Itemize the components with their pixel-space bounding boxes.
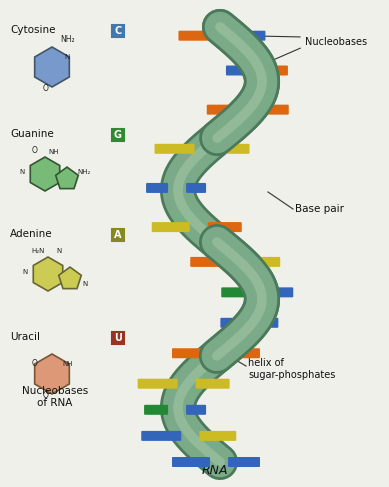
FancyBboxPatch shape: [238, 31, 265, 41]
FancyBboxPatch shape: [152, 222, 190, 232]
FancyBboxPatch shape: [208, 222, 242, 232]
Text: helix of
sugar-phosphates: helix of sugar-phosphates: [248, 358, 335, 380]
Text: N: N: [82, 281, 87, 287]
Text: N: N: [64, 54, 69, 60]
Text: Adenine: Adenine: [10, 229, 53, 239]
Text: Guanine: Guanine: [10, 129, 54, 139]
Polygon shape: [35, 354, 69, 394]
FancyBboxPatch shape: [112, 129, 124, 141]
Text: Uracil: Uracil: [10, 332, 40, 342]
Text: H₂N: H₂N: [31, 248, 45, 254]
FancyBboxPatch shape: [248, 257, 280, 267]
FancyBboxPatch shape: [221, 287, 251, 298]
Text: NH: NH: [62, 361, 72, 367]
FancyBboxPatch shape: [146, 183, 168, 193]
FancyBboxPatch shape: [228, 348, 260, 358]
FancyBboxPatch shape: [172, 348, 210, 358]
FancyBboxPatch shape: [207, 105, 239, 114]
FancyBboxPatch shape: [268, 65, 288, 75]
FancyBboxPatch shape: [144, 405, 168, 415]
FancyBboxPatch shape: [179, 31, 221, 41]
FancyBboxPatch shape: [226, 65, 250, 75]
FancyBboxPatch shape: [269, 287, 293, 298]
Polygon shape: [56, 167, 78, 188]
FancyBboxPatch shape: [228, 457, 260, 467]
Text: U: U: [114, 333, 122, 343]
FancyBboxPatch shape: [199, 431, 236, 441]
Text: O: O: [43, 84, 49, 93]
FancyBboxPatch shape: [138, 379, 178, 389]
Polygon shape: [35, 47, 69, 87]
Polygon shape: [30, 157, 60, 191]
Text: NH₂: NH₂: [77, 169, 90, 175]
Text: Base pair: Base pair: [295, 204, 344, 214]
Text: A: A: [114, 230, 122, 240]
FancyBboxPatch shape: [186, 405, 206, 415]
Text: NH₂: NH₂: [60, 35, 75, 44]
Text: O: O: [43, 391, 49, 400]
Text: N: N: [23, 269, 28, 275]
FancyBboxPatch shape: [190, 257, 230, 267]
FancyBboxPatch shape: [154, 144, 194, 154]
Text: RNA: RNA: [202, 464, 228, 477]
Text: O: O: [32, 146, 38, 155]
FancyBboxPatch shape: [172, 457, 210, 467]
Text: Nucleobases: Nucleobases: [305, 37, 367, 47]
Text: O: O: [32, 359, 38, 369]
Polygon shape: [33, 257, 63, 291]
FancyBboxPatch shape: [196, 379, 230, 389]
FancyBboxPatch shape: [257, 105, 289, 114]
Text: NH: NH: [48, 149, 59, 155]
FancyBboxPatch shape: [212, 144, 249, 154]
FancyBboxPatch shape: [112, 332, 124, 344]
FancyBboxPatch shape: [141, 431, 181, 441]
Text: N: N: [20, 169, 25, 175]
Text: Cytosine: Cytosine: [10, 25, 56, 35]
Polygon shape: [59, 267, 81, 289]
FancyBboxPatch shape: [112, 25, 124, 37]
FancyBboxPatch shape: [260, 318, 279, 328]
Text: Nucleobases
of RNA: Nucleobases of RNA: [22, 386, 88, 408]
Text: N: N: [56, 248, 62, 254]
FancyBboxPatch shape: [112, 229, 124, 241]
FancyBboxPatch shape: [220, 318, 242, 328]
FancyBboxPatch shape: [186, 183, 206, 193]
Text: G: G: [114, 130, 122, 140]
Text: C: C: [114, 26, 122, 36]
